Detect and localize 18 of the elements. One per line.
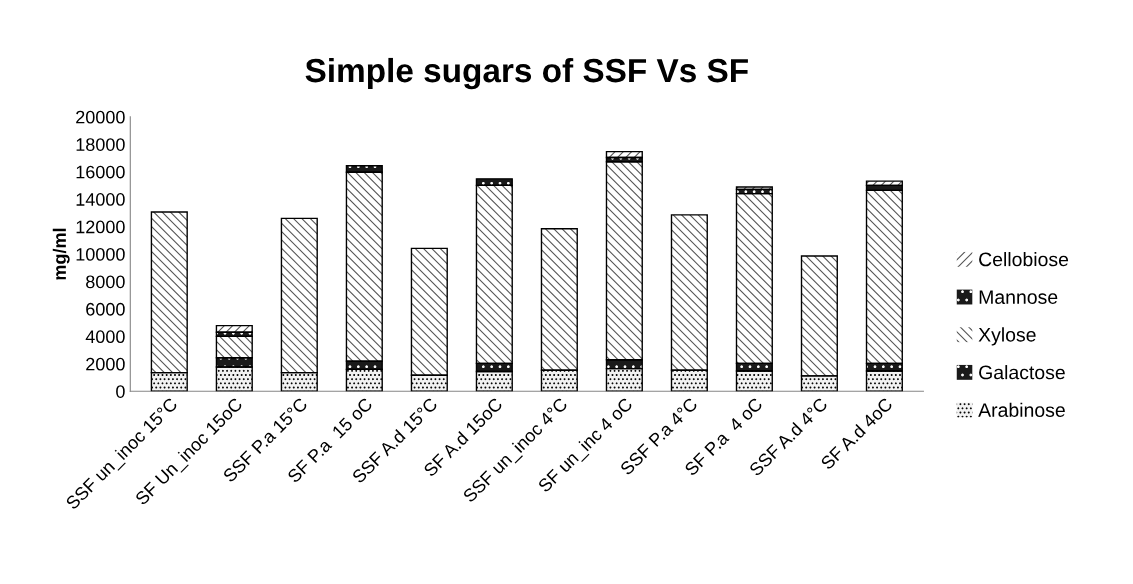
y-tick-label: 12000 xyxy=(76,220,125,234)
legend-label: Xylose xyxy=(978,327,1036,346)
y-tick-label: 2000 xyxy=(86,357,125,371)
legend-label: Mannose xyxy=(979,290,1058,304)
y-axis-title: mg/ml xyxy=(52,228,70,280)
y-tick-label: 10000 xyxy=(76,247,125,261)
y-tick-label: 4000 xyxy=(85,330,125,344)
legend-label: Arabinose xyxy=(978,402,1065,417)
chart-title: Simple sugars of SSF Vs SF xyxy=(305,57,748,90)
y-tick-label: 14000 xyxy=(76,193,125,206)
y-tick-label: 8000 xyxy=(86,275,125,289)
y-tick-label: 0 xyxy=(116,385,125,398)
legend-label: Cellobiose xyxy=(979,252,1069,267)
y-tick-label: 6000 xyxy=(86,302,125,316)
y-tick-label: 16000 xyxy=(76,165,125,179)
y-tick-label: 18000 xyxy=(76,138,125,151)
legend-label: Galactose xyxy=(979,365,1065,380)
y-tick-label: 20000 xyxy=(76,110,125,124)
